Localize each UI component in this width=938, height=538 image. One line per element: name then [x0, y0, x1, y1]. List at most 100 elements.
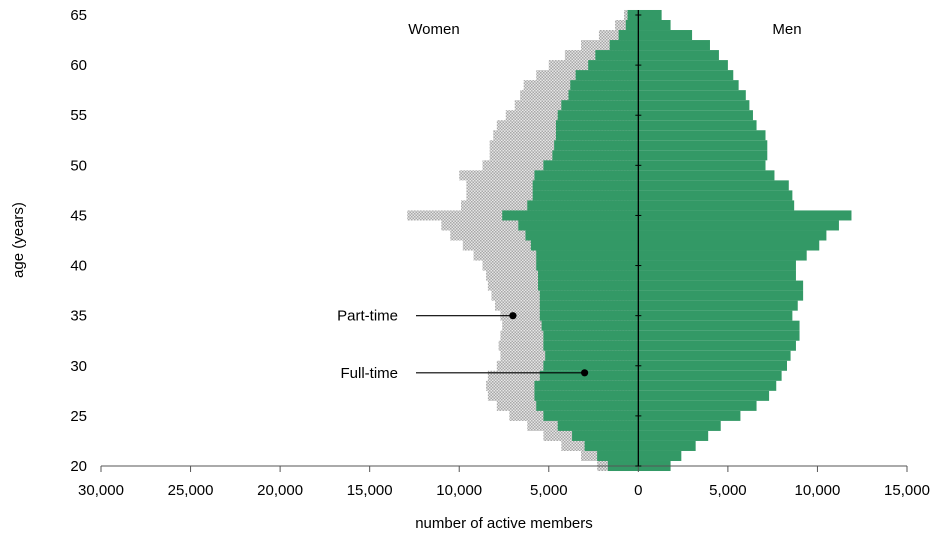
- men-full-time-bar: [638, 150, 768, 161]
- men-full-time-bar: [638, 9, 662, 21]
- x-tick-label: 5,000: [530, 482, 568, 499]
- women-full-time-bar: [539, 300, 639, 311]
- men-full-time-bar: [638, 450, 682, 461]
- men-full-time-bar: [638, 90, 746, 101]
- part-time-annotation: Part-time: [337, 308, 398, 325]
- men-full-time-series: [638, 9, 852, 472]
- men-full-time-bar: [638, 400, 757, 411]
- women-full-time-bar: [543, 340, 639, 351]
- women-full-time-bar: [518, 220, 639, 231]
- women-full-time-bar: [584, 440, 639, 451]
- women-full-time-bar: [543, 330, 639, 341]
- men-full-time-bar: [638, 440, 696, 451]
- women-full-time-bar: [538, 270, 639, 281]
- women-full-time-bar: [541, 320, 639, 331]
- men-full-time-bar: [638, 60, 728, 71]
- x-tick-label: 10,000: [794, 482, 840, 499]
- y-tick-label: 40: [70, 258, 87, 275]
- y-tick-label: 60: [70, 57, 87, 74]
- y-tick-label: 35: [70, 308, 87, 325]
- group-label-men: Men: [772, 21, 801, 38]
- women-full-time-bar: [534, 380, 639, 391]
- men-full-time-bar: [638, 120, 757, 131]
- women-full-time-bar: [570, 80, 639, 91]
- x-tick-label: 15,000: [347, 482, 393, 499]
- women-full-time-bar: [530, 240, 639, 251]
- men-full-time-bar: [638, 370, 782, 381]
- men-full-time-bar: [638, 50, 719, 61]
- men-full-time-bar: [638, 20, 671, 31]
- axes-layer: 30,000 25,000 20,000 15,000 10,000 5,000 0 5,00…: [70, 7, 930, 499]
- x-tick-label: 10,000: [436, 482, 482, 499]
- women-full-time-bar: [534, 170, 639, 181]
- women-full-time-bar: [625, 20, 639, 31]
- men-full-time-bar: [638, 130, 766, 141]
- men-full-time-bar: [638, 380, 777, 391]
- women-full-time-bar: [536, 250, 639, 261]
- men-full-time-bar: [638, 110, 753, 121]
- men-full-time-bar: [638, 430, 709, 441]
- women-full-time-bar: [568, 90, 639, 101]
- women-full-time-series: [502, 9, 639, 472]
- men-full-time-bar: [638, 240, 820, 251]
- women-full-time-bar: [536, 260, 639, 271]
- women-full-time-bar: [543, 360, 639, 371]
- women-full-time-bar: [539, 310, 639, 321]
- women-full-time-bar: [557, 420, 639, 431]
- men-full-time-bar: [638, 140, 768, 151]
- women-full-time-bar: [618, 30, 639, 41]
- y-tick-label: 55: [70, 107, 87, 124]
- women-full-time-bar: [555, 130, 639, 141]
- women-full-time-bar: [609, 40, 639, 51]
- y-axis-title: age (years): [10, 202, 27, 278]
- men-full-time-bar: [638, 260, 796, 271]
- women-full-time-bar: [552, 150, 639, 161]
- women-full-time-bar: [627, 9, 639, 21]
- men-full-time-bar: [638, 100, 750, 111]
- women-full-time-bar: [555, 120, 639, 131]
- men-full-time-bar: [638, 70, 734, 81]
- men-full-time-bar: [638, 270, 796, 281]
- part-time-marker: [509, 312, 517, 320]
- women-full-time-bar: [575, 70, 639, 81]
- men-full-time-bar: [638, 310, 793, 321]
- women-full-time-bar: [557, 110, 639, 121]
- women-full-time-bar: [543, 160, 639, 171]
- y-tick-label: 65: [70, 7, 87, 24]
- y-tick-label: 25: [70, 408, 87, 425]
- y-tick-label: 45: [70, 207, 87, 224]
- annotations-layer: Part-time Full-time: [337, 308, 589, 382]
- women-full-time-bar: [532, 190, 639, 201]
- women-full-time-bar: [543, 410, 639, 421]
- women-full-time-bar: [554, 140, 639, 151]
- men-full-time-bar: [638, 40, 710, 51]
- men-full-time-bar: [638, 190, 793, 201]
- men-full-time-bar: [638, 280, 804, 291]
- men-full-time-bar: [638, 230, 827, 241]
- men-full-time-bar: [638, 340, 796, 351]
- men-full-time-bar: [638, 350, 791, 361]
- women-full-time-bar: [539, 290, 639, 301]
- y-tick-label: 30: [70, 358, 87, 375]
- x-tick-label: 20,000: [257, 482, 303, 499]
- women-full-time-bar: [536, 400, 639, 411]
- men-full-time-bar: [638, 320, 800, 331]
- women-full-time-bar: [532, 180, 639, 191]
- women-full-time-bar: [539, 370, 639, 381]
- women-full-time-bar: [538, 280, 639, 291]
- labels-layer: Women Men number of active members age (…: [10, 21, 802, 532]
- x-tick-label: 30,000: [78, 482, 124, 499]
- women-full-time-bar: [561, 100, 639, 111]
- men-full-time-bar: [638, 160, 766, 171]
- group-label-women: Women: [408, 21, 459, 38]
- men-full-time-bar: [638, 180, 789, 191]
- men-full-time-bar: [638, 220, 839, 231]
- x-axis-title: number of active members: [415, 515, 593, 532]
- men-full-time-bar: [638, 390, 770, 401]
- y-tick-label: 20: [70, 458, 87, 475]
- men-full-time-bar: [638, 330, 800, 341]
- women-full-time-bar: [595, 50, 639, 61]
- men-full-time-bar: [638, 210, 852, 221]
- women-full-time-bar: [525, 230, 639, 241]
